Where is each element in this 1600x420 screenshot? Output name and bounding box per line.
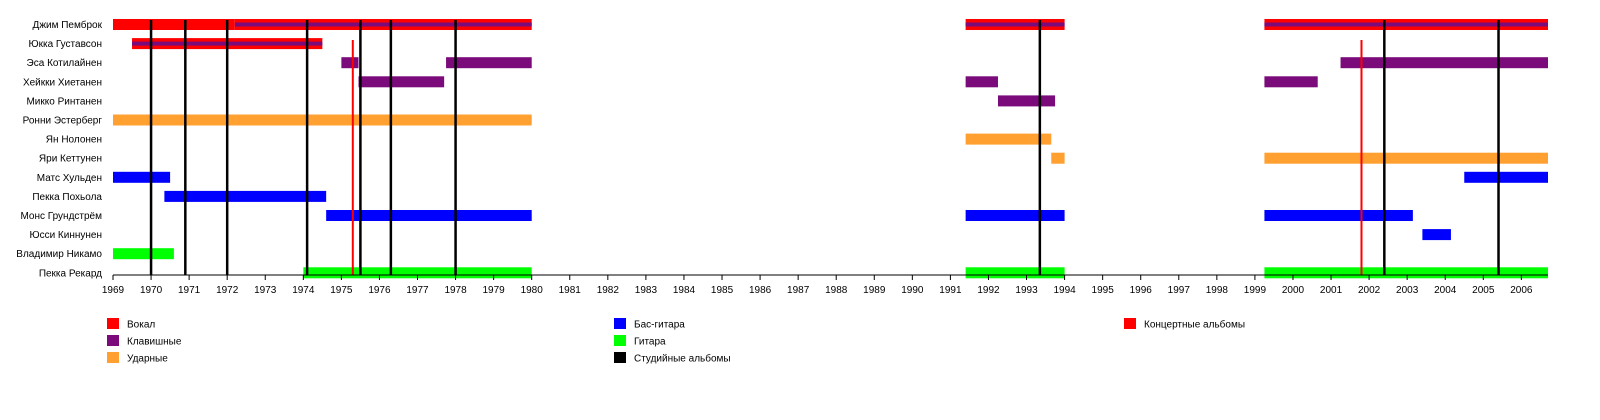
legend-swatch <box>614 335 626 346</box>
membership-bar <box>1340 57 1548 69</box>
x-tick-label: 1970 <box>140 285 163 296</box>
x-tick-label: 1989 <box>863 285 886 296</box>
x-tick-label: 1974 <box>292 285 315 296</box>
membership-bar <box>446 57 532 69</box>
x-tick-label: 1972 <box>216 285 239 296</box>
membership-bar <box>113 248 174 260</box>
x-tick-label: 1987 <box>787 285 810 296</box>
x-tick-label: 1993 <box>1015 285 1038 296</box>
x-tick-label: 1992 <box>977 285 1000 296</box>
x-tick-label: 1985 <box>711 285 734 296</box>
legend-label: Бас-гитара <box>634 320 685 331</box>
x-tick-label: 1998 <box>1206 285 1229 296</box>
member-label: Юсси Киннунен <box>29 230 102 241</box>
legend-label: Вокал <box>127 320 155 331</box>
x-tick-label: 1976 <box>368 285 391 296</box>
member-label: Хейкки Хиетанен <box>23 77 102 88</box>
membership-bar <box>341 57 359 69</box>
legend-label: Студийные альбомы <box>634 353 731 365</box>
membership-bar <box>1264 76 1318 88</box>
x-tick-label: 2001 <box>1320 285 1343 296</box>
member-label: Джим Пемброк <box>33 19 103 31</box>
membership-bar <box>1464 171 1548 183</box>
membership-bar <box>1264 210 1413 221</box>
legend-label: Ударные <box>127 354 168 365</box>
x-tick-label: 1996 <box>1130 285 1153 296</box>
x-tick-label: 1984 <box>673 285 696 296</box>
membership-bar <box>965 76 998 88</box>
x-tick-label: 1975 <box>330 285 353 296</box>
x-tick-label: 2005 <box>1472 285 1495 296</box>
x-tick-label: 1969 <box>102 285 125 296</box>
x-tick-label: 1999 <box>1244 285 1267 296</box>
membership-bar <box>997 95 1056 107</box>
legend-swatch <box>1124 318 1136 329</box>
member-label: Юкка Густавсон <box>29 39 102 50</box>
member-label: Пекка Похьола <box>32 192 102 203</box>
x-tick-label: 2003 <box>1396 285 1419 296</box>
membership-bar <box>358 76 445 88</box>
membership-bar <box>113 114 532 126</box>
membership-bar <box>965 267 1065 279</box>
member-label: Владимир Никамо <box>16 249 102 260</box>
x-tick-label: 2006 <box>1510 285 1533 296</box>
x-tick-label: 1979 <box>483 285 506 296</box>
legend-swatch <box>614 318 626 329</box>
member-label: Эса Котилайнен <box>27 58 102 69</box>
membership-bar <box>326 210 532 221</box>
member-label: Ронни Эстерберг <box>23 115 103 127</box>
legend: Вокал Клавишные Ударные Бас-гитара Гитара Сту… <box>107 318 1245 365</box>
membership-bar <box>965 133 1052 145</box>
member-label: Пекка Рекард <box>39 268 102 279</box>
x-tick-label: 1973 <box>254 285 277 296</box>
x-tick-label: 1978 <box>444 285 467 296</box>
member-label: Яри Кеттунен <box>39 154 102 165</box>
member-label: Монс Грундстрём <box>20 211 102 222</box>
x-tick-label: 1988 <box>825 285 848 296</box>
x-tick-label: 1990 <box>901 285 924 296</box>
membership-bar-keys <box>1264 22 1548 27</box>
member-label: Ян Нолонен <box>46 135 102 146</box>
x-tick-label: 1986 <box>749 285 772 296</box>
membership-bar <box>1422 229 1451 241</box>
x-tick-label: 1982 <box>597 285 620 296</box>
x-tick-label: 1997 <box>1168 285 1191 296</box>
legend-label: Клавишные <box>127 337 182 348</box>
membership-bar <box>113 171 171 183</box>
x-tick-label: 1977 <box>406 285 429 296</box>
legend-label: Концертные альбомы <box>1144 319 1245 331</box>
membership-bars <box>113 19 1548 279</box>
membership-bar-keys <box>234 22 532 27</box>
legend-label: Гитара <box>634 337 666 348</box>
x-tick-label: 2000 <box>1282 285 1305 296</box>
x-tick-label: 1995 <box>1092 285 1115 296</box>
x-tick-label: 1983 <box>635 285 658 296</box>
membership-bar <box>965 210 1065 221</box>
legend-swatch <box>107 352 119 363</box>
membership-bar <box>1051 152 1065 164</box>
membership-bar <box>164 190 327 202</box>
x-tick-label: 2002 <box>1358 285 1381 296</box>
member-label: Микко Ринтанен <box>26 96 102 107</box>
membership-bar <box>303 267 532 279</box>
x-tick-label: 1994 <box>1053 285 1076 296</box>
member-labels: Джим Пемброк Юкка Густавсон Эса Котилайнен… <box>16 19 102 279</box>
x-tick-label: 1981 <box>559 285 582 296</box>
membership-bar <box>1264 267 1548 279</box>
x-tick-label: 1991 <box>939 285 962 296</box>
membership-bar-keys <box>965 22 1065 27</box>
x-tick-label: 1971 <box>178 285 201 296</box>
album-lines <box>149 20 1500 275</box>
member-label: Матс Хульден <box>37 173 102 184</box>
legend-swatch <box>107 335 119 346</box>
x-tick-label: 1980 <box>521 285 544 296</box>
legend-swatch <box>614 352 626 363</box>
membership-bar <box>113 19 235 30</box>
x-tick-label: 2004 <box>1434 285 1457 296</box>
x-axis: 1969 1970 1971 1972 1973 1974 1975 1976 1977 1978… <box>102 274 1548 296</box>
membership-bar <box>1264 152 1548 164</box>
legend-swatch <box>107 318 119 329</box>
